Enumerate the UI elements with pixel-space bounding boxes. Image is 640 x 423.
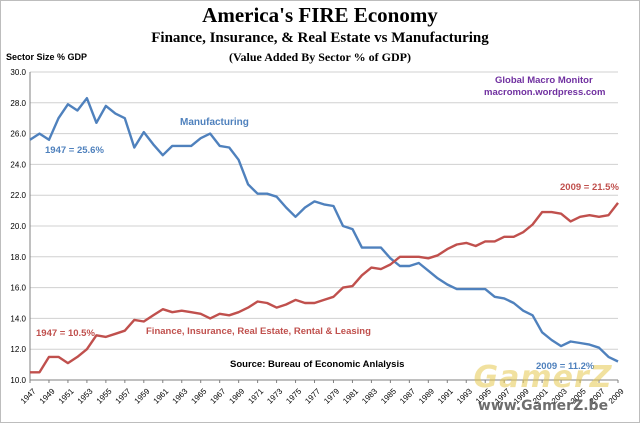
x-tick-label: 1965: [189, 386, 208, 405]
axes: [29, 72, 619, 383]
x-tick-label: 1961: [152, 386, 171, 405]
y-tick-label: 24.0: [10, 160, 26, 169]
y-tick-label: 16.0: [10, 284, 26, 293]
x-tick-label: 1989: [417, 386, 436, 405]
y-axis-label: Sector Size % GDP: [6, 52, 88, 62]
x-tick-label: 1957: [114, 386, 133, 405]
x-tick-label: 1979: [322, 386, 341, 405]
x-tick-label: 1969: [227, 386, 246, 405]
x-tick-label: 1977: [303, 386, 322, 405]
y-tick-label: 18.0: [10, 253, 26, 262]
y-tick-labels: 10.0 12.0 14.0 16.0 18.0 20.0 22.0 24.0 26.0 28.0…: [10, 68, 26, 385]
y-tick-label: 12.0: [10, 345, 26, 354]
watermark-logo: GamerZ: [473, 360, 613, 395]
y-tick-label: 20.0: [10, 222, 26, 231]
y-tick-label: 10.0: [10, 376, 26, 385]
x-tick-label: 1953: [76, 386, 95, 405]
x-tick-label: 1973: [265, 386, 284, 405]
chart-subtitle: Finance, Insurance, & Real Estate vs Man…: [151, 30, 489, 46]
x-tick-label: 1983: [360, 386, 379, 405]
x-tick-label: 1975: [284, 386, 303, 405]
x-tick-label: 1959: [133, 386, 152, 405]
mfg-1947-annotation: 1947 = 25.6%: [45, 145, 104, 156]
x-tick-label: 1981: [341, 386, 360, 405]
fire-2009-annotation: 2009 = 21.5%: [560, 182, 619, 193]
x-tick-label: 1949: [38, 386, 57, 405]
y-tick-label: 26.0: [10, 130, 26, 139]
x-tick-label: 1967: [208, 386, 227, 405]
series-lines: [29, 96, 619, 374]
x-tick-label: 1985: [379, 386, 398, 405]
x-tick-label: 1963: [171, 386, 190, 405]
watermark-url: www.GamerZ.be: [477, 398, 609, 414]
chart-title: America's FIRE Economy: [202, 3, 438, 27]
x-tick-label: 1947: [19, 386, 38, 405]
fire-series-label: Finance, Insurance, Real Estate, Rental …: [146, 326, 371, 337]
y-tick-label: 22.0: [10, 191, 26, 200]
fire-1947-annotation: 1947 = 10.5%: [36, 328, 95, 339]
y-tick-label: 14.0: [10, 314, 26, 323]
gridlines: [30, 71, 618, 381]
mfg-2009-annotation: 2009 = 11.2%: [536, 361, 595, 372]
fire-series-line: [30, 202, 619, 374]
x-tick-label: 1971: [246, 386, 265, 405]
manufacturing-series-line: [29, 96, 619, 363]
y-tick-label: 28.0: [10, 99, 26, 108]
manufacturing-series-label: Manufacturing: [180, 117, 249, 128]
x-tick-label: 1951: [57, 386, 76, 405]
brand-line-2: macromon.wordpress.com: [484, 87, 605, 98]
chart-subtitle-secondary: (Value Added By Sector % of GDP): [228, 50, 411, 64]
y-tick-label: 30.0: [10, 68, 26, 77]
x-tick-label: 1955: [95, 386, 114, 405]
x-tick-label: 1987: [398, 386, 417, 405]
source-annotation: Source: Bureau of Economic Anlalysis: [230, 359, 404, 370]
brand-line-1: Global Macro Monitor: [495, 75, 593, 86]
